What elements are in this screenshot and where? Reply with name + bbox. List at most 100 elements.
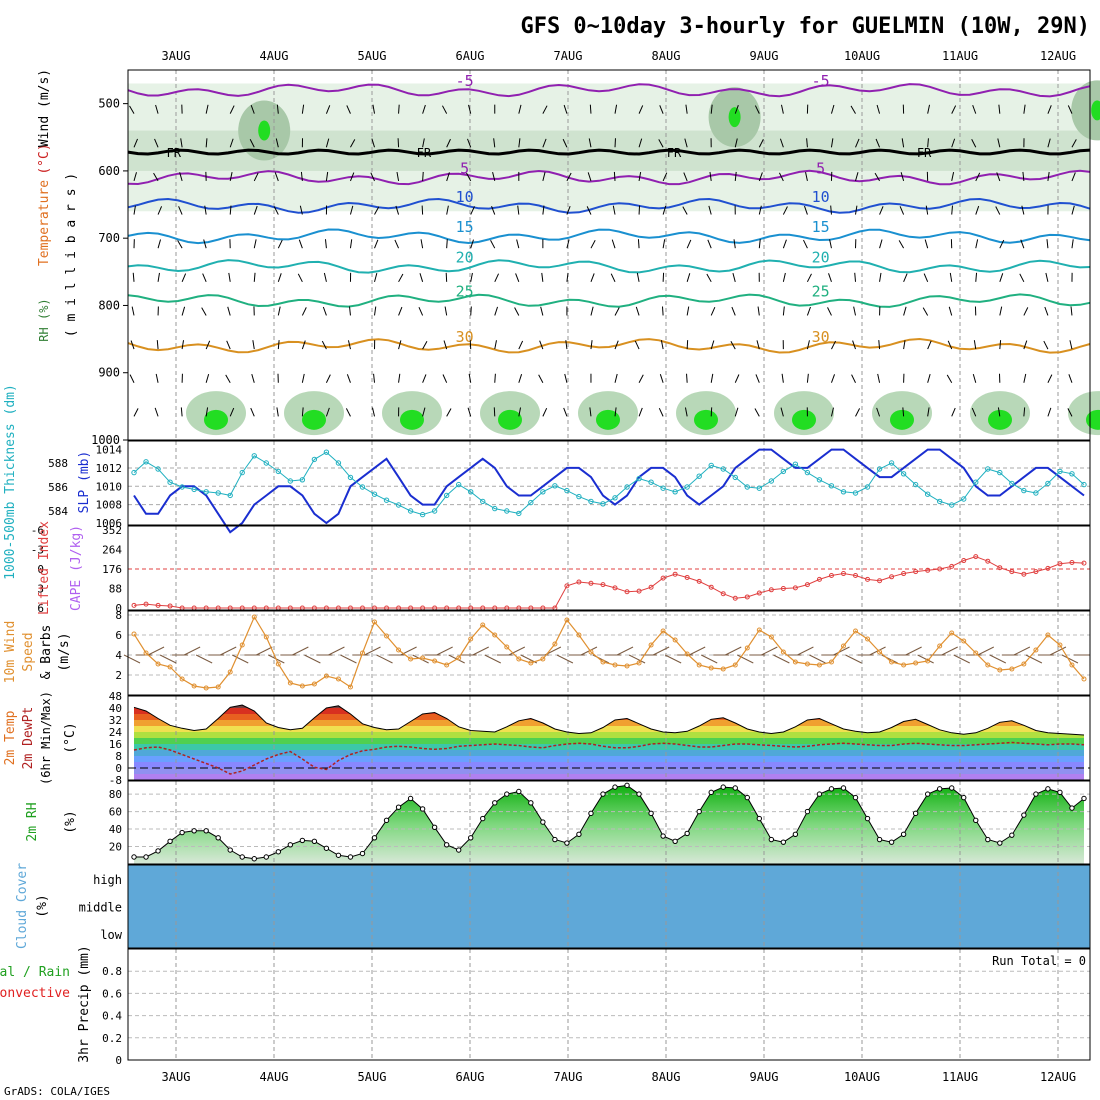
thickness-point — [852, 490, 859, 496]
wind-barb — [419, 273, 424, 282]
wind-barb — [830, 138, 834, 148]
wind-barb — [1068, 374, 1073, 383]
rh-point — [431, 824, 438, 831]
pressure-tick-label: 800 — [98, 298, 120, 312]
temperature-tick: 48 — [109, 690, 122, 703]
wind-barb — [347, 340, 351, 350]
thickness-point — [227, 492, 233, 499]
wind-speed-point — [600, 659, 606, 665]
wind-speed-point — [877, 649, 883, 655]
wind-barb — [1023, 104, 1026, 114]
wind-barb — [927, 104, 931, 114]
wind-barb — [589, 104, 592, 114]
isotherm-label: 30 — [456, 328, 474, 346]
surface-wind-barb — [256, 646, 273, 656]
thickness-point — [335, 460, 342, 466]
thickness-point — [924, 491, 931, 497]
wind-barb — [130, 340, 135, 350]
wind-barb — [249, 139, 255, 148]
surface-wind-barb — [809, 654, 826, 664]
wind-barb — [732, 272, 736, 282]
wind-barb — [542, 138, 547, 148]
rh-point — [900, 831, 907, 837]
wind-barb — [659, 105, 664, 114]
series-line — [133, 448, 1085, 534]
wind-barb — [563, 104, 568, 114]
rh-point — [564, 840, 570, 846]
rh-point — [179, 829, 185, 836]
wind-barb — [155, 104, 159, 114]
wind-barb — [374, 206, 380, 215]
wind-barb — [374, 272, 378, 282]
rh-point — [924, 791, 931, 797]
wind-barb — [470, 239, 474, 249]
lifted-index-point — [684, 574, 690, 580]
rh-point — [1081, 795, 1087, 802]
wind-speed-point — [672, 637, 678, 643]
wind-barb — [181, 273, 187, 283]
wind-barb — [686, 373, 688, 383]
top-date-tick: 5AUG — [358, 49, 387, 63]
wind-barb — [133, 408, 139, 417]
surface-wind-barb — [616, 646, 634, 656]
wind-barb — [542, 407, 548, 417]
isotherm-line — [127, 259, 1091, 274]
wind-barb — [494, 373, 496, 383]
lifted-index-point — [708, 584, 714, 590]
wind-speed-point — [155, 661, 161, 667]
wind-barb — [205, 407, 209, 417]
thickness-point — [624, 484, 630, 490]
surface-wind-barb — [905, 646, 922, 656]
surface-wind-barb — [725, 646, 742, 656]
surface-wind-barb — [232, 654, 249, 664]
rh-point — [263, 854, 269, 860]
wind-frame — [127, 610, 1091, 696]
wind-barb — [250, 105, 255, 114]
wind-barb — [441, 105, 448, 114]
surface-wind-barb — [183, 646, 201, 656]
wind-barb — [566, 205, 571, 215]
rh-point — [936, 786, 943, 792]
wind-speed-point — [816, 662, 822, 668]
wind-barb — [1047, 138, 1051, 148]
isotherm-line — [127, 169, 1091, 186]
thickness-point — [600, 501, 606, 507]
wind-speed-point — [323, 673, 329, 679]
wind-barb — [201, 307, 207, 316]
rh-point — [335, 852, 342, 858]
wind-barb — [155, 373, 159, 383]
surface-wind-barb — [664, 654, 682, 664]
lifted-index-tick: 0 — [37, 563, 44, 576]
wind-barb — [133, 205, 136, 215]
wind-barb — [446, 172, 450, 182]
freezing-level-line — [127, 148, 1091, 156]
bottom-date-tick: 12AUG — [1040, 1070, 1076, 1084]
wind-barb — [851, 374, 856, 383]
bottom-date-tick: 9AUG — [750, 1070, 779, 1084]
wind-barb — [300, 171, 303, 181]
slp-axis-label: SLP (mb) — [77, 451, 92, 514]
thickness-point — [359, 484, 366, 490]
wind-barb — [853, 306, 857, 316]
wind-speed-point — [997, 667, 1003, 673]
slp-tick: 1014 — [96, 444, 123, 457]
wind-barb — [686, 239, 692, 249]
wind-barb — [325, 138, 330, 148]
lifted-index-point — [949, 563, 955, 569]
lifted-index-point — [865, 576, 871, 582]
wind-barb — [1022, 171, 1025, 181]
wind-barb — [542, 205, 545, 215]
wind-barb — [346, 105, 351, 114]
wind-barb — [202, 273, 207, 283]
wind-barb — [494, 306, 499, 316]
wind-barb — [874, 172, 880, 182]
thickness-point — [419, 511, 426, 518]
lifted-index-point — [853, 573, 859, 578]
thickness-point — [612, 495, 618, 501]
wind-barb — [806, 306, 811, 316]
isotherm-line — [127, 197, 1091, 214]
surface-wind-barb — [953, 654, 970, 664]
thickness-point — [973, 479, 979, 485]
wind-barb — [470, 306, 472, 316]
wind-barb — [1071, 239, 1074, 249]
